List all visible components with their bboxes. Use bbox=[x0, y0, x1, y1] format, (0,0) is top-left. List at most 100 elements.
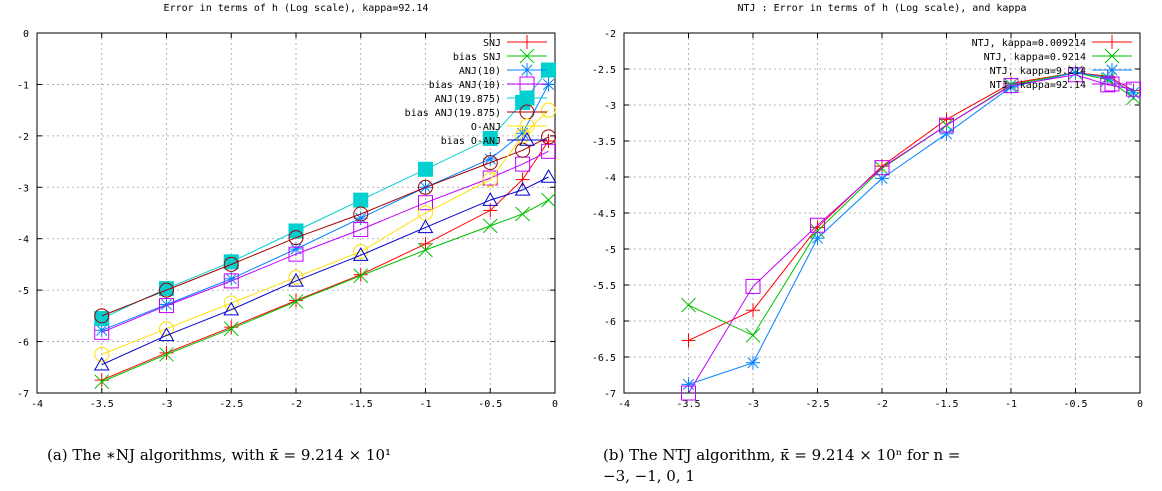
series-line bbox=[101, 109, 549, 355]
series-SNJ bbox=[94, 134, 556, 388]
x-tick-label: -1 bbox=[1005, 399, 1017, 410]
data-point bbox=[875, 159, 889, 174]
x-tick-label: -0.5 bbox=[1063, 399, 1087, 410]
data-point bbox=[353, 221, 369, 237]
data-point bbox=[288, 230, 304, 246]
legend-label: O-ANJ bbox=[471, 122, 501, 133]
chart-title: NTJ : Error in terms of h (Log scale), a… bbox=[738, 3, 1027, 14]
data-point bbox=[417, 219, 434, 234]
data-point bbox=[1126, 85, 1141, 100]
data-point bbox=[515, 172, 530, 187]
data-point bbox=[746, 355, 760, 370]
y-tick-label: -3 bbox=[17, 183, 29, 194]
y-tick-label: -7 bbox=[17, 389, 29, 400]
data-point bbox=[288, 246, 304, 262]
legend-swatch-marker bbox=[1104, 76, 1120, 92]
data-point bbox=[158, 327, 175, 342]
x-tick-label: -3 bbox=[747, 399, 759, 410]
data-point bbox=[939, 117, 954, 133]
chart-1: NTJ : Error in terms of h (Log scale), a… bbox=[592, 3, 1143, 410]
series-line bbox=[101, 136, 549, 317]
legend-swatch-marker bbox=[520, 63, 534, 77]
y-tick-label: -4.5 bbox=[592, 209, 616, 220]
data-point bbox=[352, 247, 369, 261]
legend-swatch-marker bbox=[1104, 48, 1120, 64]
legend: NTJ, kappa=0.009214 NTJ, kappa=0.9214 NTJ,… bbox=[972, 35, 1132, 92]
y-tick-label: -2.5 bbox=[592, 65, 616, 76]
data-point bbox=[94, 308, 110, 324]
y-tick-label: -7 bbox=[604, 389, 616, 400]
x-tick-label: -2 bbox=[876, 399, 888, 410]
data-point bbox=[540, 168, 557, 183]
data-point bbox=[289, 293, 303, 308]
y-tick-label: -6 bbox=[604, 317, 616, 328]
chart-0: Error in terms of h (Log scale), kappa=9… bbox=[17, 3, 558, 410]
data-point bbox=[810, 217, 825, 233]
caption-b-line1: (b) The NTJ algorithm, κ̄ = 9.214 × 10ⁿ … bbox=[603, 446, 961, 464]
series-line bbox=[688, 74, 1134, 394]
data-point bbox=[159, 298, 174, 314]
data-point bbox=[745, 278, 761, 294]
data-point bbox=[810, 223, 825, 239]
series-NTJ, kappa=0.009214 bbox=[681, 65, 1141, 348]
data-point bbox=[810, 231, 825, 246]
data-point bbox=[482, 155, 498, 171]
data-point bbox=[159, 347, 174, 362]
data-point bbox=[482, 130, 498, 146]
data-point bbox=[418, 179, 433, 195]
data-point bbox=[418, 242, 433, 258]
data-point bbox=[939, 112, 954, 127]
data-point bbox=[541, 129, 557, 145]
data-point bbox=[353, 267, 368, 282]
x-tick-label: 0 bbox=[1137, 399, 1143, 410]
data-point bbox=[482, 192, 499, 206]
legend-label: NTJ, kappa=92.14 bbox=[990, 80, 1086, 91]
data-point bbox=[746, 303, 760, 318]
y-tick-label: -3 bbox=[604, 101, 616, 112]
data-point bbox=[223, 301, 240, 316]
x-tick-label: -4 bbox=[618, 399, 630, 410]
data-point bbox=[94, 374, 110, 390]
legend-swatch-marker bbox=[519, 131, 535, 146]
y-tick-label: -1 bbox=[17, 80, 29, 91]
y-tick-label: -6 bbox=[17, 338, 29, 349]
data-point bbox=[159, 297, 174, 312]
data-point bbox=[1003, 78, 1019, 94]
data-point bbox=[514, 181, 531, 196]
legend-label: SNJ bbox=[483, 38, 501, 49]
data-point bbox=[515, 128, 531, 144]
data-point bbox=[223, 273, 239, 289]
legend-swatch-marker bbox=[519, 48, 535, 64]
legend-swatch-marker bbox=[519, 90, 535, 106]
data-point bbox=[353, 192, 369, 208]
x-tick-label: -3.5 bbox=[676, 399, 700, 410]
x-tick-label: -3.5 bbox=[90, 399, 114, 410]
data-point bbox=[223, 256, 239, 272]
data-point bbox=[482, 218, 498, 234]
data-point bbox=[288, 294, 304, 309]
legend-label: bias SNJ bbox=[453, 52, 501, 63]
x-tick-label: -2 bbox=[290, 399, 302, 410]
data-point bbox=[681, 385, 696, 401]
data-point bbox=[1126, 81, 1142, 97]
legend-swatch-marker bbox=[1105, 35, 1119, 49]
y-tick-label: -4 bbox=[17, 235, 29, 246]
series-line bbox=[688, 72, 1134, 337]
series-line bbox=[101, 150, 549, 333]
data-point bbox=[223, 321, 239, 337]
series-NTJ, kappa=92.14 bbox=[681, 67, 1142, 401]
data-point bbox=[745, 328, 761, 343]
data-point bbox=[541, 134, 556, 148]
data-point bbox=[483, 152, 498, 166]
y-tick-label: -4 bbox=[604, 173, 616, 184]
x-tick-label: -0.5 bbox=[478, 399, 502, 410]
legend: SNJ bias SNJ ANJ(10) bias ANJ(10) ANJ(19.875… bbox=[405, 35, 547, 147]
caption-b-line2: −3, −1, 0, 1 bbox=[603, 467, 695, 485]
data-point bbox=[418, 161, 433, 177]
series-bias O-ANJ bbox=[93, 168, 557, 371]
data-point bbox=[541, 77, 556, 92]
x-tick-label: -1.5 bbox=[934, 399, 958, 410]
x-tick-label: -4 bbox=[31, 399, 43, 410]
y-tick-label: 0 bbox=[23, 29, 29, 40]
